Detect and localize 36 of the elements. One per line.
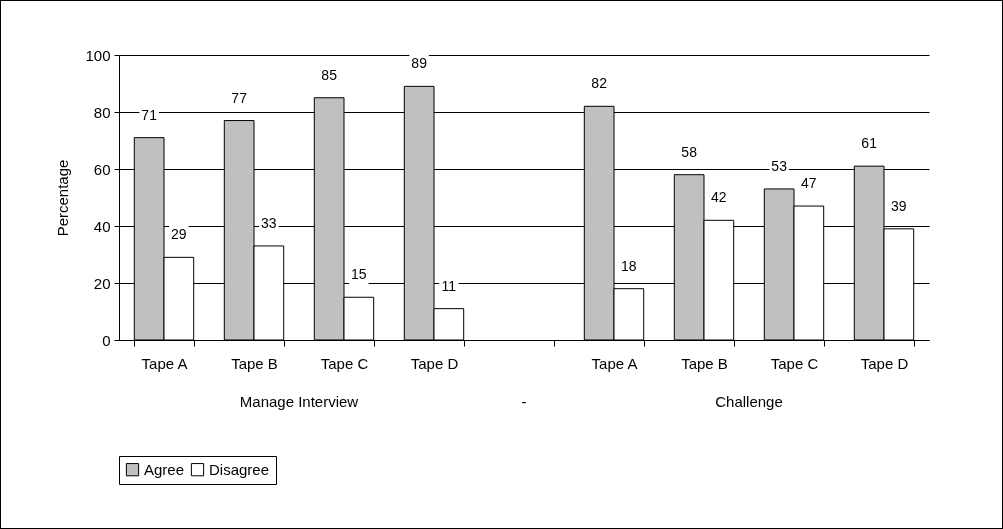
data-label: 89 <box>411 55 428 72</box>
text: Challenge <box>715 393 783 410</box>
y-tick-label: 80 <box>93 103 111 121</box>
data-label: 47 <box>801 175 817 192</box>
x-tick-label: Tape D <box>410 354 459 372</box>
data-label: 42 <box>711 189 727 206</box>
y-tick-label: 40 <box>93 217 111 235</box>
x-tick-label: Tape D <box>860 354 909 372</box>
data-label: 15 <box>351 266 367 283</box>
data-label: 39 <box>891 197 907 214</box>
data-label: 29 <box>171 226 187 243</box>
data-label: 61 <box>861 135 878 152</box>
text: Manage Interview <box>239 393 359 410</box>
y-tick-label: 100 <box>85 46 111 64</box>
data-label: 11 <box>441 277 457 294</box>
data-label: 82 <box>591 75 608 92</box>
y-tick-label: 60 <box>93 160 111 178</box>
data-label: 85 <box>321 66 338 83</box>
data-label: 33 <box>261 214 277 231</box>
x-tick-label: Tape C <box>770 354 819 372</box>
y-tick-label: 0 <box>102 331 111 349</box>
y-axis-title: Percentage <box>54 159 72 237</box>
text: - <box>521 393 527 410</box>
y-tick-label: 20 <box>93 274 111 292</box>
x-tick-label: Tape C <box>320 354 369 372</box>
data-label: 18 <box>621 257 637 274</box>
data-label: 71 <box>141 106 158 123</box>
data-label: 53 <box>771 157 788 174</box>
data-label: 58 <box>681 143 698 160</box>
x-tick-label: Tape A <box>141 354 188 372</box>
x-tick-label: Tape B <box>681 354 728 372</box>
x-tick-label: Tape A <box>591 354 638 372</box>
x-tick-label: Tape B <box>231 354 278 372</box>
legend-label: Agree <box>144 460 185 478</box>
legend-label: Disagree <box>209 460 270 478</box>
data-label: 77 <box>231 89 248 106</box>
